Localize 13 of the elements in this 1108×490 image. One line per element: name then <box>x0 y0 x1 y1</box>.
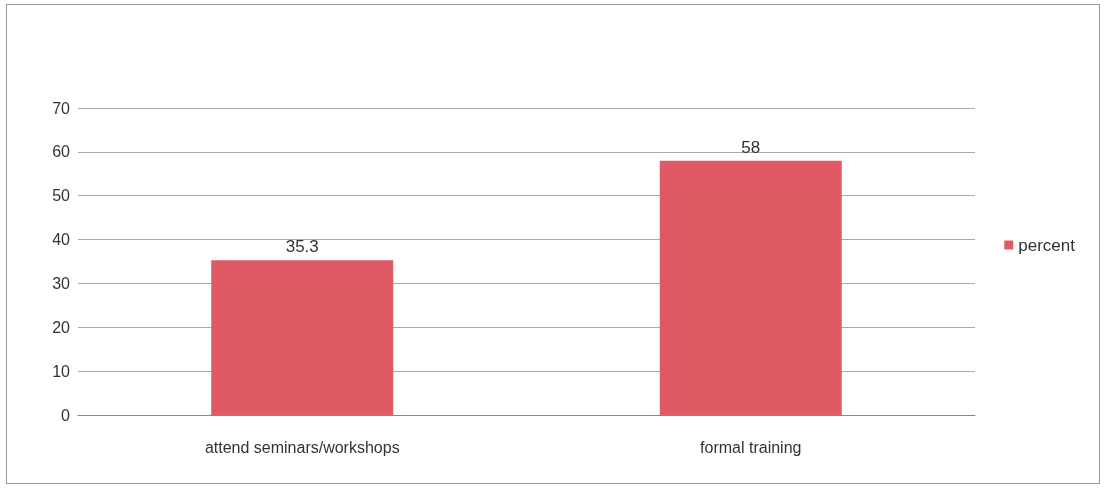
y-tick-label: 10 <box>52 362 71 380</box>
x-tick-label: attend seminars/workshops <box>204 438 400 456</box>
data-label: 58 <box>741 137 761 157</box>
y-tick-label: 0 <box>61 406 71 424</box>
x-tick-label: formal training <box>700 438 802 456</box>
y-tick-label: 30 <box>52 274 71 292</box>
y-tick-label: 20 <box>52 318 71 336</box>
legend-label: percent <box>1018 235 1076 255</box>
data-label: 35.3 <box>285 237 319 257</box>
y-tick-label: 50 <box>52 187 71 205</box>
y-tick-label: 60 <box>52 143 71 161</box>
y-tick-label: 70 <box>52 99 71 117</box>
y-tick-label: 40 <box>52 231 71 249</box>
